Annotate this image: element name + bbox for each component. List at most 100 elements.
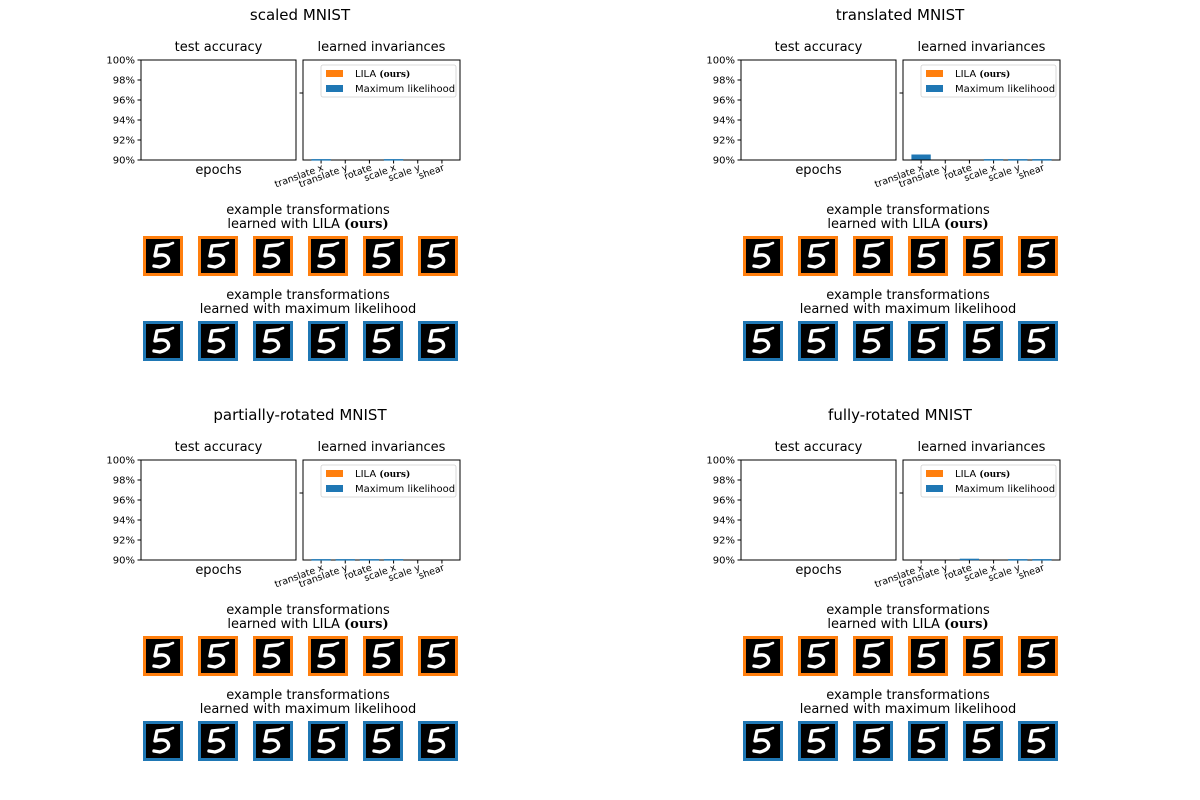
digit-stroke <box>152 328 171 354</box>
ml-thumbnail <box>908 321 948 361</box>
mnist-digit-5-icon <box>372 726 395 754</box>
mnist-digit-5-icon <box>317 326 340 354</box>
ml-thumbnail <box>253 321 293 361</box>
digit-stroke <box>262 643 281 669</box>
digit-stroke <box>917 328 936 354</box>
digit-stroke-tip <box>331 641 340 647</box>
digit-stroke <box>752 728 771 754</box>
digit-stroke-tip <box>276 726 285 732</box>
thumbnail-frame <box>743 321 783 361</box>
ml-thumbnail <box>143 321 183 361</box>
ml-thumbnail <box>908 721 948 761</box>
digit-stroke-tip <box>386 726 395 732</box>
bar-maximum-likelihood <box>311 559 331 561</box>
digit-stroke-tip <box>876 641 885 647</box>
legend: LILA (ours) Maximum likelihood <box>320 464 457 498</box>
thumbnail-frame <box>1018 321 1058 361</box>
y-tick-label: 90% <box>113 556 135 567</box>
digit-stroke-tip <box>221 641 230 647</box>
example-ml-subtitle: learned with maximum likelihood <box>200 302 417 317</box>
mnist-digit-5-icon <box>427 326 450 354</box>
legend-box <box>920 464 1057 498</box>
ml-thumbnail <box>198 321 238 361</box>
mnist-digit-5-icon <box>262 326 285 354</box>
bar-maximum-likelihood <box>335 559 355 561</box>
digit-stroke <box>372 728 391 754</box>
mnist-digit-5-icon <box>972 641 995 669</box>
mnist-digit-5-icon <box>262 241 285 269</box>
digit-stroke-tip <box>221 326 230 332</box>
digit-stroke <box>372 243 391 269</box>
digit-stroke-tip <box>1041 726 1050 732</box>
mnist-digit-5-icon <box>207 641 230 669</box>
mnist-digit-5-icon <box>862 326 885 354</box>
digit-stroke <box>427 243 446 269</box>
digit-stroke <box>427 643 446 669</box>
digit-stroke <box>372 328 391 354</box>
y-tick-label: 94% <box>113 116 135 127</box>
panel-title: fully-rotated MNIST <box>828 406 973 424</box>
mnist-digit-5-icon <box>862 241 885 269</box>
digit-stroke-tip <box>931 326 940 332</box>
digit-stroke <box>152 643 171 669</box>
thumbnail-frame <box>198 721 238 761</box>
invariance-plot-frame <box>302 59 461 161</box>
mnist-digit-5-icon <box>427 726 450 754</box>
digit-stroke-tip <box>931 241 940 247</box>
digit-stroke <box>262 328 281 354</box>
bar-maximum-likelihood <box>383 159 404 161</box>
digit-stroke-tip <box>276 326 285 332</box>
accuracy-plot-frame <box>740 59 897 161</box>
legend-label-lila: LILA (ours) <box>355 469 410 480</box>
invariance-subtitle: learned invariances <box>918 40 1046 55</box>
y-tick-label: 98% <box>713 76 735 87</box>
digit-stroke-tip <box>986 641 995 647</box>
digit-stroke-tip <box>986 726 995 732</box>
legend: LILA (ours) Maximum likelihood <box>320 64 457 98</box>
mnist-digit-5-icon <box>262 641 285 669</box>
thumbnail-frame <box>363 321 403 361</box>
y-tick-label: 100% <box>706 56 735 67</box>
lila-thumbnail <box>143 636 183 676</box>
digit-stroke <box>207 643 226 669</box>
x-tick-label: translate y <box>297 562 349 590</box>
invariance-subtitle: learned invariances <box>318 40 446 55</box>
mnist-digit-5-icon <box>152 726 175 754</box>
digit-stroke-tip <box>1041 241 1050 247</box>
digit-stroke-tip <box>276 241 285 247</box>
bar-maximum-likelihood <box>359 559 380 561</box>
example-lila-subtitle: learned with LILA (ours) <box>227 217 388 232</box>
legend-swatch-maximum-likelihood <box>326 85 343 92</box>
digit-stroke <box>972 728 991 754</box>
accuracy-subtitle: test accuracy <box>175 40 263 55</box>
digit-stroke <box>862 643 881 669</box>
digit-stroke-tip <box>876 726 885 732</box>
ml-thumbnail <box>1018 721 1058 761</box>
panel-fully-rotated-mnist: fully-rotated MNIST test accuracy 90% 92% 94… <box>600 400 1200 800</box>
digit-stroke <box>752 243 771 269</box>
mnist-digit-5-icon <box>752 326 775 354</box>
panel-figure: translated MNIST test accuracy 90% 92% 94% 96… <box>706 6 1061 361</box>
lila-thumbnail <box>1018 236 1058 276</box>
accuracy-subtitle: test accuracy <box>175 440 263 455</box>
mnist-digit-5-icon <box>752 726 775 754</box>
bar-maximum-likelihood <box>911 154 931 160</box>
panel-figure: partially-rotated MNIST test accuracy 90% 9… <box>106 406 461 761</box>
mnist-digit-5-icon <box>807 726 830 754</box>
ml-thumbnail-row <box>743 721 1058 761</box>
panel-partially-rotated-mnist: partially-rotated MNIST test accuracy 90% 9… <box>0 400 600 800</box>
digit-stroke-tip <box>221 241 230 247</box>
ml-thumbnail <box>853 721 893 761</box>
digit-stroke <box>317 243 336 269</box>
digit-stroke <box>752 328 771 354</box>
legend-box <box>920 64 1057 98</box>
mnist-digit-5-icon <box>207 726 230 754</box>
invariance-plot-frame <box>902 59 1061 161</box>
digit-stroke <box>152 243 171 269</box>
accuracy-plot-frame <box>140 459 297 561</box>
legend-swatch-lila <box>926 70 943 77</box>
digit-stroke <box>862 243 881 269</box>
panel-title: partially-rotated MNIST <box>213 406 387 424</box>
accuracy-subtitle: test accuracy <box>775 40 863 55</box>
legend-label-lila: LILA (ours) <box>955 69 1010 80</box>
